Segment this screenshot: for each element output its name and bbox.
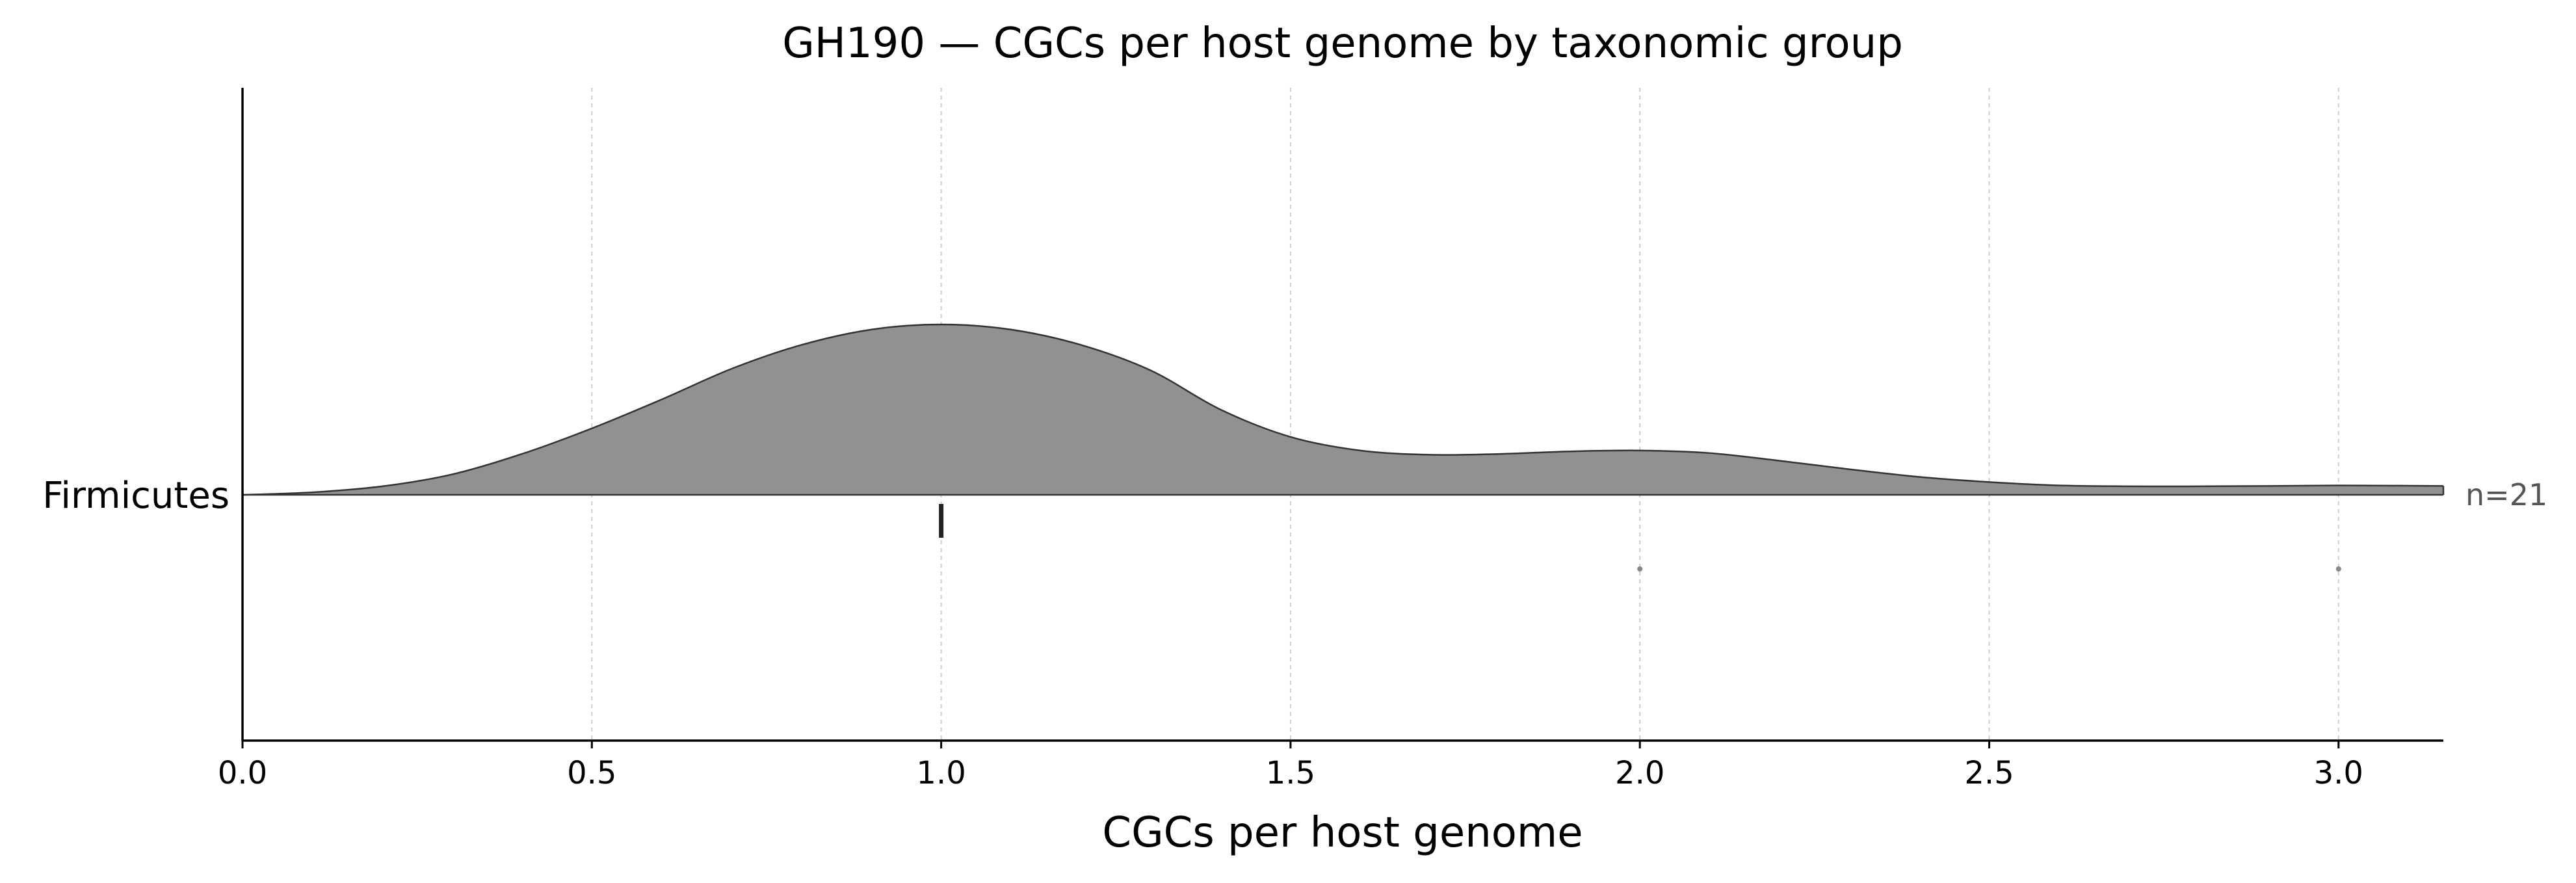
ridge-group: Firmicutes n=21 xyxy=(42,323,2547,572)
data-point xyxy=(1637,566,1643,572)
sample-size-label: n=21 xyxy=(2465,477,2547,512)
x-axis-ticks: 0.0 0.5 1.0 1.5 2.0 2.5 3.0 xyxy=(218,741,2363,791)
x-tick-label: 2.0 xyxy=(1615,755,1664,791)
x-tick-label: 1.5 xyxy=(1266,755,1315,791)
x-tick-label: 1.0 xyxy=(916,755,966,791)
chart-title: GH190 — CGCs per host genome by taxonomi… xyxy=(782,20,1903,68)
x-axis-label: CGCs per host genome xyxy=(1102,809,1583,857)
density-outline xyxy=(242,323,2444,496)
x-tick-label: 0.0 xyxy=(218,755,267,791)
group-label: Firmicutes xyxy=(42,475,230,517)
density-area xyxy=(243,324,2443,495)
x-tick-label: 2.5 xyxy=(1964,755,2014,791)
x-tick-label: 0.5 xyxy=(567,755,616,791)
ridges: Firmicutes n=21 xyxy=(42,323,2547,572)
x-tick-label: 3.0 xyxy=(2314,755,2363,791)
x-gridlines xyxy=(242,88,2339,741)
data-point xyxy=(2335,566,2341,572)
